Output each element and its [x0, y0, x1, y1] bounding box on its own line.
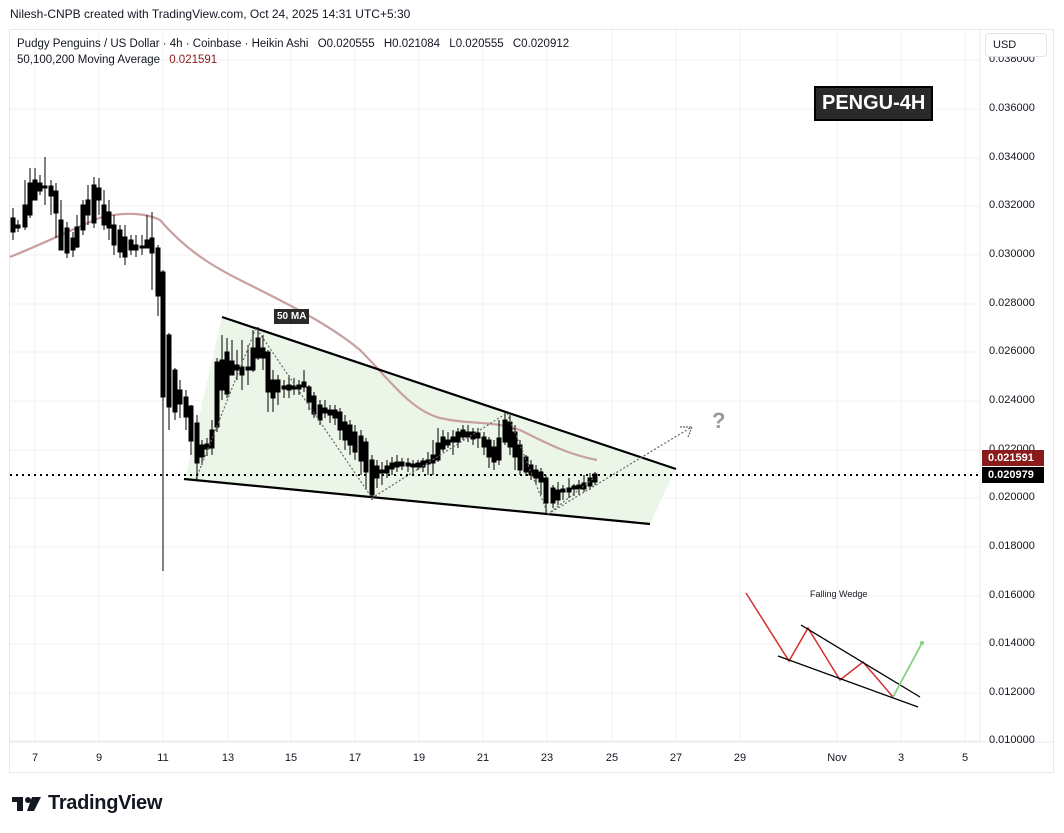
ohlc-open: O0.020555 [317, 38, 375, 50]
chart-legend: Pudgy Penguins / US Dollar · 4h · Coinba… [17, 36, 569, 68]
symbol-description[interactable]: Pudgy Penguins / US Dollar · 4h · Coinba… [17, 38, 309, 50]
y-tick: 0.012000 [989, 686, 1035, 698]
x-tick: 11 [157, 752, 169, 764]
y-tick: 0.036000 [989, 102, 1035, 114]
y-tick: 0.024000 [989, 394, 1035, 406]
y-tick: 0.032000 [989, 199, 1035, 211]
tradingview-logo-icon [12, 796, 41, 811]
grid-lines [10, 30, 980, 742]
zigzag-path [195, 326, 595, 515]
falling-wedge-inset [745, 592, 924, 708]
indicator-label[interactable]: 50,100,200 Moving Average [17, 54, 161, 66]
x-tick: 21 [476, 752, 490, 764]
x-tick: 27 [669, 752, 683, 764]
chart-title-badge: PENGU-4H [814, 86, 934, 121]
x-tick: 17 [348, 752, 362, 764]
y-tick: 0.028000 [989, 297, 1035, 309]
x-tick: 23 [540, 752, 554, 764]
x-tick: 5 [961, 752, 969, 764]
wedge-upper-line [221, 315, 677, 471]
x-tick: 13 [221, 752, 235, 764]
x-tick: 15 [284, 752, 298, 764]
x-tick: 3 [897, 752, 905, 764]
candles [10, 157, 598, 571]
y-tick: 0.018000 [989, 540, 1035, 552]
wedge-fill [185, 317, 676, 524]
y-tick: 0.030000 [989, 248, 1035, 260]
y-tick: 0.010000 [989, 734, 1035, 746]
x-tick: 29 [733, 752, 747, 764]
y-tick: 0.014000 [989, 637, 1035, 649]
wedge-lower-line [183, 477, 651, 526]
x-tick: 19 [412, 752, 426, 764]
tradingview-logo[interactable]: TradingView [12, 792, 162, 815]
x-tick: 7 [31, 752, 39, 764]
x-tick: Nov [827, 752, 847, 764]
indicator-value: 0.021591 [169, 54, 218, 66]
y-tick: 0.034000 [989, 151, 1035, 163]
ohlc-low: L0.020555 [449, 38, 504, 50]
last-price-tag: 0.020979 [982, 467, 1044, 483]
x-tick: 9 [95, 752, 103, 764]
chart-frame[interactable] [9, 29, 1054, 773]
tradingview-wordmark: TradingView [48, 792, 163, 814]
ma-price-tag: 0.021591 [982, 450, 1044, 466]
chart-credit: Nilesh-CNPB created with TradingView.com… [10, 7, 411, 21]
question-mark-annotation: ? [712, 408, 726, 433]
currency-button[interactable]: USD [985, 33, 1047, 57]
inset-title: Falling Wedge [810, 589, 868, 599]
x-tick: 25 [605, 752, 619, 764]
y-tick: 0.016000 [989, 589, 1035, 601]
ma-annotation-label: 50 MA [274, 309, 310, 324]
ohlc-close: C0.020912 [512, 38, 570, 50]
ohlc-high: H0.021084 [383, 38, 441, 50]
y-tick: 0.020000 [989, 491, 1035, 503]
y-tick: 0.026000 [989, 345, 1035, 357]
